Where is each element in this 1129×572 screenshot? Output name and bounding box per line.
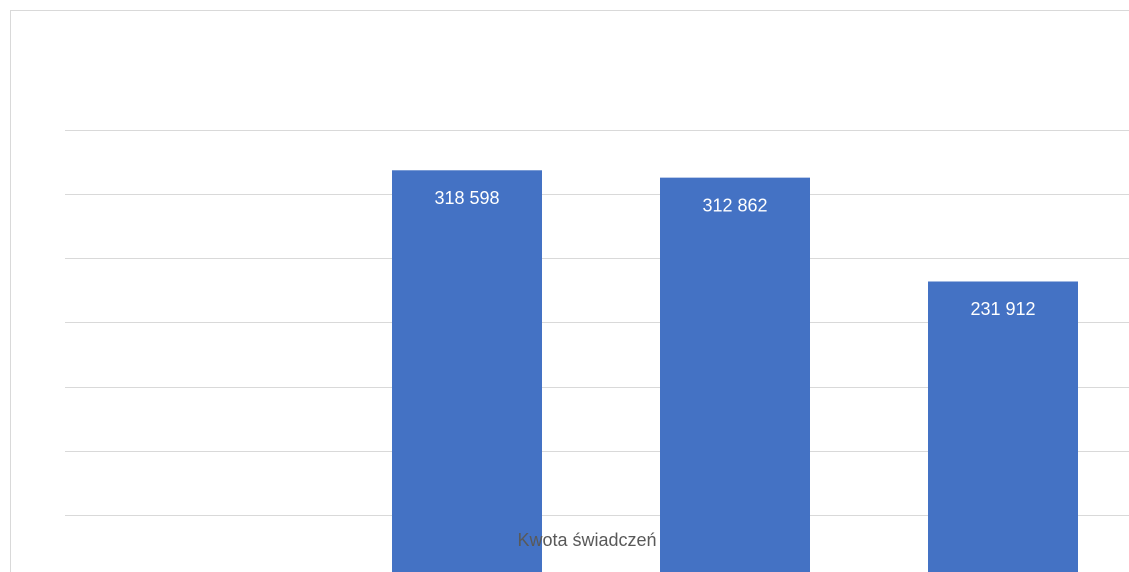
- chart-frame: [10, 10, 1129, 572]
- data-label: 318 598: [434, 188, 499, 208]
- bar: [928, 281, 1078, 572]
- bars: 318 598 312 862 231 912: [392, 170, 1078, 572]
- bar: [392, 170, 542, 572]
- data-label: 231 912: [970, 299, 1035, 319]
- data-label: 312 862: [702, 195, 767, 215]
- bar: [660, 177, 810, 572]
- legend-entry: Kwota świadczeń: [517, 530, 656, 550]
